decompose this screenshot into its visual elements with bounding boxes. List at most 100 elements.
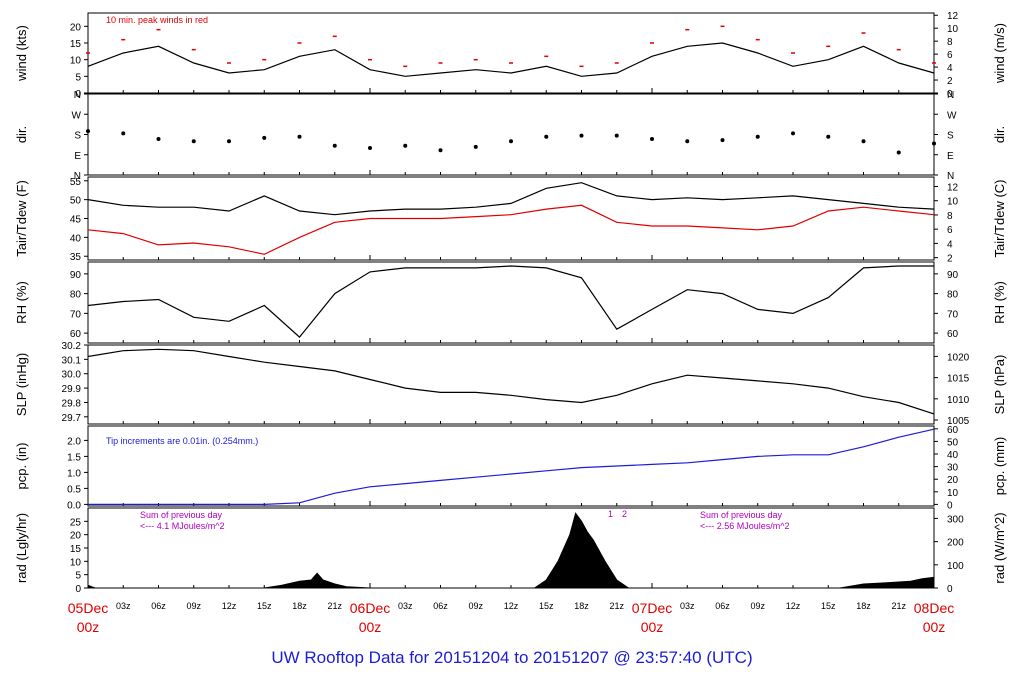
temp-ytick-right-label: 10 — [947, 197, 959, 208]
x-hour-label: 06z — [715, 601, 730, 611]
slp-panel: 29.7 29.8 29.9 30.0 30.1 30.2 1005 1010 1015 1020… — [14, 341, 1007, 427]
dir-ytick-right-label: E — [947, 151, 954, 162]
x-hour-label: 15z — [539, 601, 554, 611]
rad-mark-1: 1 — [608, 509, 613, 519]
pcp-ytick-right-label: 60 — [947, 425, 959, 436]
dir-point — [121, 131, 126, 136]
wind-ytick-right-label: 2 — [947, 76, 953, 87]
x-hour-label: 15z — [257, 601, 272, 611]
temp-ytick-label: 55 — [70, 177, 82, 188]
dir-ytick-label: N — [74, 90, 81, 101]
wind-ylabel-right: wind (m/s) — [992, 23, 1007, 84]
pcp-ytick-label: 0.5 — [67, 484, 81, 495]
dir-ytick-right-label: N — [947, 171, 954, 182]
wind-ytick-right-label: 10 — [947, 24, 959, 35]
dir-ytick-right-label: N — [947, 90, 954, 101]
dir-point — [509, 139, 513, 144]
temp-ytick-right-label: 12 — [947, 182, 959, 193]
wind-ytick-right-label: 4 — [947, 63, 953, 74]
wind-ytick-right-label: 8 — [947, 37, 953, 48]
dir-ytick-label: N — [74, 171, 81, 182]
wind-ytick-label: 15 — [70, 39, 82, 50]
slp-frame — [87, 344, 935, 425]
x-day-label: 05Dec — [68, 600, 108, 616]
dir-ytick-label: S — [74, 131, 81, 142]
pcp-annotation: Tip increments are 0.01in. (0.254mm.) — [106, 436, 258, 446]
temp-ylabel: Tair/Tdew (F) — [14, 180, 29, 257]
pcp-ytick-right-label: 40 — [947, 450, 959, 461]
slp-ytick-label: 30.0 — [62, 370, 82, 381]
x-hour-label: 12z — [504, 601, 519, 611]
temp-series-line — [87, 204, 935, 255]
rad-ytick-label: 25 — [70, 517, 82, 528]
slp-ylabel-right: SLP (hPa) — [992, 355, 1007, 415]
rad-ytick-right-label: 0 — [947, 584, 953, 595]
x-hour-label: 03z — [680, 601, 695, 611]
rad-ytick-label: 15 — [70, 544, 82, 555]
x-hour-label: 12z — [786, 601, 801, 611]
wind-ytick-right-label: 12 — [947, 11, 959, 22]
dir-point — [650, 137, 654, 141]
dir-ytick-label: E — [74, 151, 81, 162]
dir-point — [403, 143, 408, 148]
dir-point — [368, 146, 372, 150]
rh-ytick-right-label: 60 — [947, 329, 959, 340]
dir-point — [297, 134, 302, 139]
temp-ytick-right-label: 8 — [947, 211, 953, 222]
x-day-hour-label: 00z — [641, 619, 664, 635]
rad-ytick-label: 0 — [75, 584, 81, 595]
x-hour-label: 21z — [327, 601, 342, 611]
rh-ytick-label: 60 — [70, 329, 82, 340]
x-hour-label: 06z — [433, 601, 448, 611]
temp-ytick-right-label: 2 — [947, 254, 953, 265]
wind-ytick-label: 0 — [75, 89, 81, 100]
rh-ytick-right-label: 90 — [947, 270, 959, 281]
x-day-hour-label: 00z — [359, 619, 382, 635]
pcp-series-line — [88, 428, 935, 505]
pcp-ytick-right-label: 30 — [947, 463, 959, 474]
dir-ylabel: dir. — [14, 126, 29, 143]
rad-ytick-label: 5 — [75, 571, 81, 582]
dir-point — [861, 139, 866, 144]
temp-panel: 35 40 45 50 55 2 4 6 8 10 12 Tair/Tdew (F) Tair/Tdew… — [14, 176, 1007, 265]
slp-ytick-label: 29.8 — [62, 398, 82, 409]
rh-panel: 60 70 80 90 60 70 80 90 RH (%) RH (%) — [14, 261, 1007, 344]
wind-annotation: 10 min. peak winds in red — [106, 15, 208, 25]
x-hour-label: 18z — [574, 601, 589, 611]
rh-ytick-label: 70 — [70, 309, 82, 320]
pcp-ylabel: pcp. (in) — [14, 443, 29, 490]
chart-title: UW Rooftop Data for 20151204 to 20151207… — [271, 648, 753, 667]
dir-frame — [87, 93, 935, 176]
temp-series-line — [87, 182, 935, 216]
time-axis: 03z 06z 09z 12z 15z 18z 21z 03z 06z 09z 12z 15z 18z 2… — [68, 600, 954, 635]
wind-panel: 0 5 10 15 20 0 2 4 6 8 10 12 wind (kts) wind (m/s) — [14, 11, 1007, 100]
wind-ytick-right-label: 0 — [947, 89, 953, 100]
rad-ytick-right-label: 300 — [947, 514, 964, 525]
slp-ytick-label: 30.1 — [62, 355, 82, 366]
rh-series-line — [87, 265, 934, 338]
x-day-hour-label: 00z — [77, 619, 100, 635]
dir-point — [86, 129, 90, 134]
rad-ytick-right-label: 100 — [947, 561, 964, 572]
slp-ytick-right-label: 1005 — [947, 416, 970, 427]
dir-point — [685, 139, 690, 144]
dir-point — [332, 143, 337, 148]
x-hour-label: 09z — [186, 601, 201, 611]
wind-ytick-label: 10 — [70, 56, 82, 67]
pcp-ytick-label: 0.0 — [67, 500, 81, 511]
temp-ytick-label: 35 — [70, 252, 82, 263]
annotations: 10 min. peak winds in red Tip increments … — [106, 15, 790, 531]
dir-point — [156, 137, 161, 141]
x-hour-label: 15z — [821, 601, 836, 611]
pcp-ytick-label: 1.0 — [67, 468, 81, 479]
slp-ytick-right-label: 1015 — [947, 374, 970, 385]
x-hour-label: 03z — [398, 601, 413, 611]
x-day-hour-label: 00z — [923, 619, 946, 635]
rad-annotation-line2: <--- 2.56 MJoules/m^2 — [700, 521, 790, 531]
dir-ytick-right-label: S — [947, 131, 954, 142]
dir-point — [191, 139, 196, 144]
x-hour-label: 21z — [891, 601, 906, 611]
x-day-label: 07Dec — [632, 600, 672, 616]
